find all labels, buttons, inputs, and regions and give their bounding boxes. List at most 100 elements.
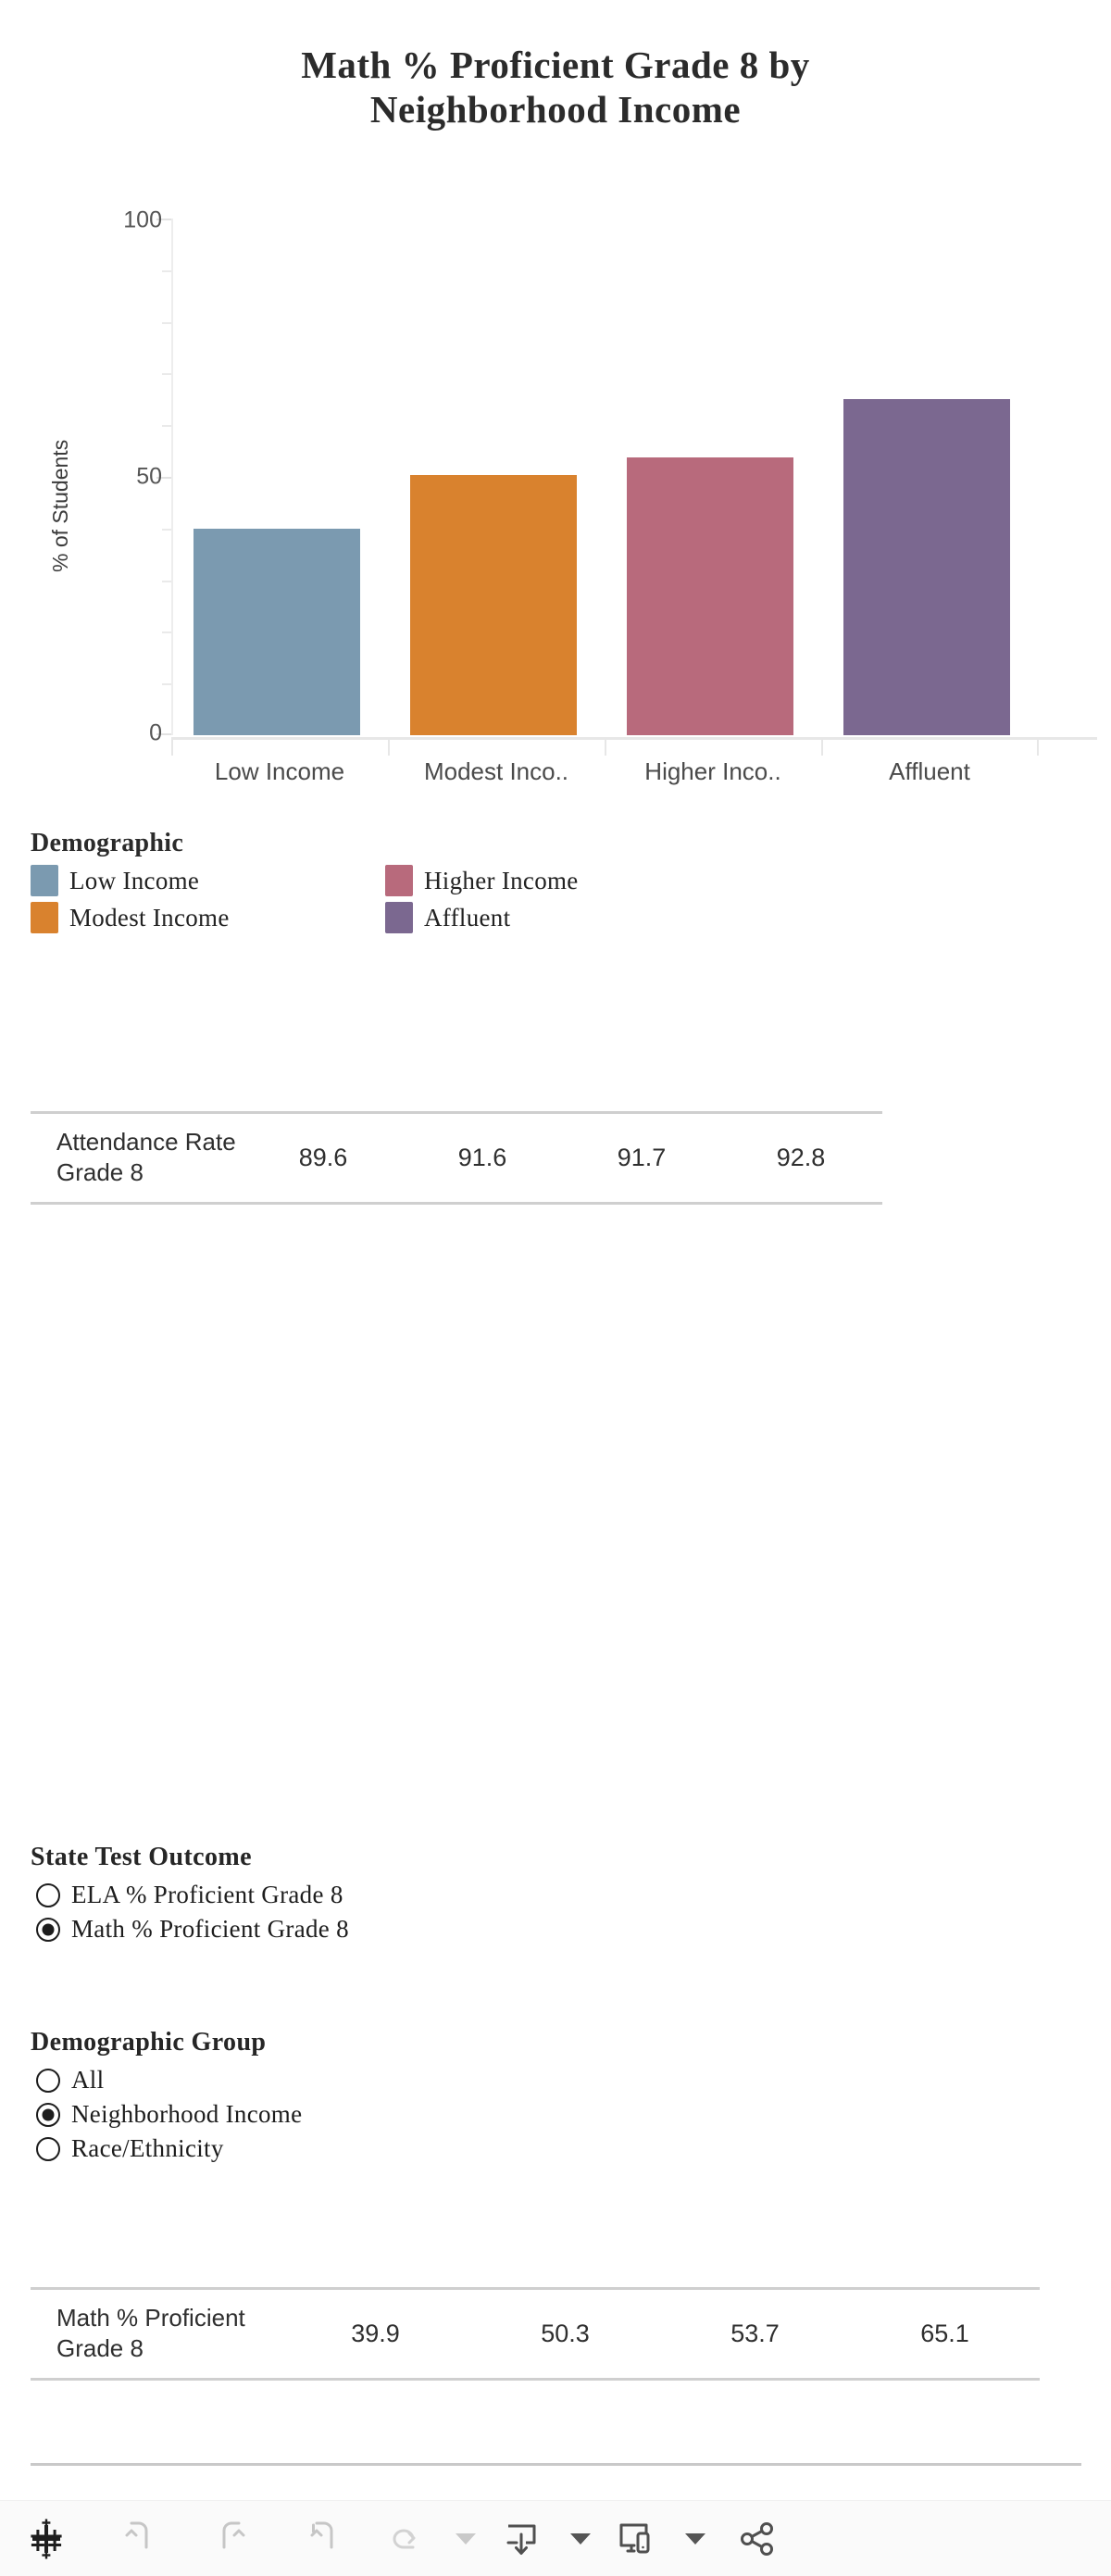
- radio-icon-selected[interactable]: [36, 2102, 60, 2127]
- viz-toolbar: [0, 2500, 1111, 2576]
- radio-option-all[interactable]: All: [31, 2063, 302, 2097]
- legend-label-higher-income: Higher Income: [424, 866, 579, 894]
- attendance-value-low-income: 89.6: [298, 1143, 348, 1171]
- measure-value-low-income: 39.9: [351, 2319, 400, 2347]
- bar-modest-income[interactable]: [410, 475, 577, 735]
- chevron-down-icon: [456, 2532, 476, 2545]
- chevron-down-icon: [570, 2532, 591, 2545]
- y-tick-minor: [162, 631, 171, 634]
- y-axis-title: % of Students: [48, 439, 72, 572]
- radio-icon-selected[interactable]: [36, 1917, 60, 1942]
- radio-label: Math % Proficient Grade 8: [71, 1915, 349, 1943]
- x-tick: [605, 737, 606, 756]
- legend-swatch-higher-income: [385, 865, 413, 896]
- share-icon: [741, 2521, 773, 2556]
- page-title: Math % Proficient Grade 8 by Neighborhoo…: [0, 43, 1111, 132]
- y-tick-minor: [162, 683, 171, 686]
- radio-option-ela-proficient[interactable]: ELA % Proficient Grade 8: [31, 1878, 349, 1912]
- y-tick-major-100: [156, 219, 171, 220]
- bar-chart: % of Students 100 50 0: [0, 202, 1111, 785]
- measure-value-higher-income: 53.7: [730, 2319, 780, 2347]
- x-label-affluent: Affluent: [889, 757, 970, 785]
- revert-icon: [310, 2521, 333, 2548]
- bar-series: [173, 219, 1097, 735]
- share-button[interactable]: [720, 2501, 794, 2576]
- filter-state-test-outcome: State Test Outcome ELA % Proficient Grad…: [31, 1843, 349, 1946]
- radio-option-neighborhood-income[interactable]: Neighborhood Income: [31, 2097, 302, 2132]
- legend-title: Demographic: [31, 829, 184, 857]
- legend-item-higher-income[interactable]: Higher Income: [385, 865, 579, 896]
- y-tick-major-0: [156, 733, 171, 735]
- x-axis-labels: Low Income Modest Inco.. Higher Inco.. A…: [171, 757, 1097, 804]
- x-tick: [171, 737, 173, 756]
- measure-value-affluent: 65.1: [920, 2319, 969, 2347]
- legend-label-low-income: Low Income: [69, 866, 200, 894]
- radio-label: All: [71, 2066, 105, 2094]
- bar-affluent[interactable]: [843, 398, 1010, 735]
- toolbar-divider: [31, 2463, 1081, 2466]
- table-row: Math % Proficient Grade 8 39.9 50.3 53.7…: [31, 2290, 1040, 2378]
- y-tick-minor: [162, 321, 171, 324]
- y-axis-line: [171, 219, 173, 735]
- y-tick-minor: [162, 580, 171, 582]
- chevron-down-icon: [685, 2532, 705, 2545]
- y-tick-label-0: 0: [149, 719, 162, 746]
- tableau-logo-button[interactable]: [0, 2501, 93, 2576]
- refresh-button[interactable]: [370, 2501, 437, 2576]
- device-view-button[interactable]: [605, 2501, 667, 2576]
- table-top-rule: [31, 1111, 882, 1114]
- y-tick-minor: [162, 373, 171, 376]
- redo-icon: [222, 2521, 245, 2548]
- legend: Demographic Low Income Modest Income Hig…: [31, 829, 734, 941]
- x-tick: [388, 737, 390, 756]
- measure-value-modest-income: 50.3: [541, 2319, 590, 2347]
- download-icon: [506, 2524, 536, 2555]
- download-button[interactable]: [491, 2501, 552, 2576]
- device-view-dropdown-button[interactable]: [667, 2501, 720, 2576]
- attendance-value-modest-income: 91.6: [457, 1143, 507, 1171]
- y-tick-major-50: [156, 477, 171, 479]
- y-tick-minor: [162, 528, 171, 531]
- filter-title-state-test-outcome: State Test Outcome: [31, 1843, 252, 1871]
- attendance-value-higher-income: 91.7: [617, 1143, 667, 1171]
- legend-item-affluent[interactable]: Affluent: [385, 902, 510, 933]
- radio-icon[interactable]: [36, 2068, 60, 2093]
- download-dropdown-button[interactable]: [552, 2501, 605, 2576]
- tableau-logo-icon: [31, 2519, 62, 2558]
- plot-area: 100 50 0: [123, 207, 1097, 746]
- redo-button[interactable]: [185, 2501, 278, 2576]
- legend-label-affluent: Affluent: [424, 903, 511, 932]
- refresh-dropdown-button[interactable]: [437, 2501, 491, 2576]
- radio-label: Race/Ethnicity: [71, 2134, 224, 2162]
- radio-option-race-ethnicity[interactable]: Race/Ethnicity: [31, 2132, 302, 2166]
- legend-item-modest-income[interactable]: Modest Income: [31, 902, 230, 933]
- attendance-value-affluent: 92.8: [776, 1143, 826, 1171]
- table-bottom-rule: [31, 2377, 1040, 2381]
- radio-icon[interactable]: [36, 2136, 60, 2161]
- undo-button[interactable]: [93, 2501, 185, 2576]
- legend-swatch-low-income: [31, 865, 58, 896]
- table-top-rule: [31, 2287, 1040, 2290]
- revert-button[interactable]: [278, 2501, 370, 2576]
- radio-label: ELA % Proficient Grade 8: [71, 1881, 343, 1908]
- attendance-row-label: Attendance Rate Grade 8: [56, 1128, 236, 1187]
- radio-icon[interactable]: [36, 1882, 60, 1907]
- legend-item-low-income[interactable]: Low Income: [31, 865, 199, 896]
- x-axis-line: [171, 737, 1097, 740]
- radio-option-math-proficient[interactable]: Math % Proficient Grade 8: [31, 1912, 349, 1946]
- undo-icon: [125, 2521, 148, 2548]
- legend-label-modest-income: Modest Income: [69, 903, 230, 932]
- table-bottom-rule: [31, 1201, 882, 1205]
- x-tick: [821, 737, 823, 756]
- y-tick-label-100: 100: [123, 206, 162, 233]
- device-layout-icon: [619, 2523, 650, 2553]
- y-tick-minor: [162, 269, 171, 272]
- radio-label: Neighborhood Income: [71, 2100, 303, 2128]
- legend-swatch-modest-income: [31, 902, 58, 933]
- measure-row-label: Math % Proficient Grade 8: [56, 2304, 245, 2363]
- bar-low-income[interactable]: [193, 529, 360, 735]
- y-tick-minor: [162, 425, 171, 428]
- bar-higher-income[interactable]: [627, 457, 793, 735]
- x-label-higher-income: Higher Inco..: [644, 757, 781, 785]
